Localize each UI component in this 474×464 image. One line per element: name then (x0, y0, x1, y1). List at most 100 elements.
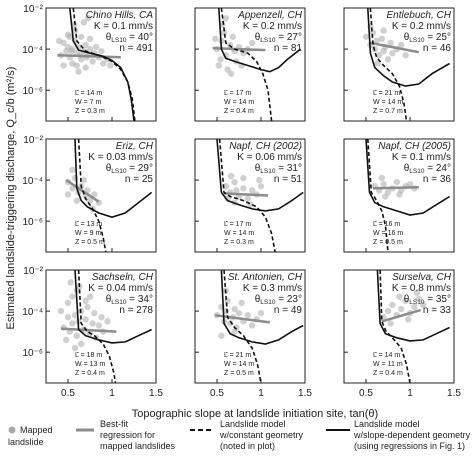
data-point (380, 181, 387, 188)
panel-plot-area (56, 8, 136, 121)
constant-geometry-line (218, 139, 276, 252)
geometry-Z: Z = 0.4 m (75, 370, 105, 377)
geometry-W: W = 14 m (224, 361, 254, 368)
constant-geometry-line (77, 270, 117, 383)
data-point (57, 307, 65, 315)
slope-dependent-line (365, 139, 451, 216)
data-point (92, 43, 100, 51)
data-point (389, 50, 396, 57)
data-point (378, 174, 386, 182)
site-name: Eriz, CH (116, 141, 154, 152)
hydraulic-conductivity: K = 0.2 mm/s (243, 21, 302, 32)
data-point (393, 178, 400, 186)
panel-1: 10⁻² 10⁻⁴ 10⁻⁶ Chino Hills, CAK = 0.1 mm/sθ… (22, 4, 157, 122)
data-point (73, 62, 81, 69)
data-point (70, 21, 78, 28)
data-point (104, 318, 111, 325)
friction-angle: θLS10 = 24° (404, 163, 451, 175)
site-name: St. Antonien, CH (228, 272, 303, 283)
panel-plot-area (216, 139, 304, 252)
data-point (398, 305, 405, 313)
data-point (217, 56, 224, 63)
data-point (215, 62, 222, 69)
geometry-L: L = 16 m (373, 221, 400, 228)
data-point (222, 15, 229, 22)
data-point (257, 309, 265, 317)
friction-angle: θLS10 = 27° (255, 32, 302, 44)
panel-plot-area (57, 270, 152, 383)
geometry-L: L = 13 m (75, 221, 102, 228)
sample-count: n = 46 (423, 43, 452, 54)
legend-slope-line2: w/slope-dependent geometry (353, 430, 471, 440)
constant-geometry-line (367, 139, 389, 252)
hydraulic-conductivity: K = 0.8 mm/s (392, 283, 451, 294)
data-point (80, 176, 88, 184)
y-tick-label: 10⁻² (23, 4, 43, 15)
data-point (387, 39, 394, 47)
data-point (73, 332, 81, 339)
constant-geometry-line (223, 270, 262, 383)
panel-frame (194, 7, 306, 122)
data-point (80, 19, 88, 26)
panel-plot-area (362, 8, 451, 121)
data-point (69, 320, 76, 327)
geometry-L: L = 17 m (224, 90, 251, 97)
slope-dependent-line (216, 139, 304, 212)
data-point (380, 27, 387, 34)
panel-plot-area (213, 270, 304, 383)
geometry-Z: Z = 0.3 m (75, 108, 105, 115)
y-tick-label: 10⁻⁶ (22, 217, 43, 228)
data-point (249, 322, 256, 329)
legend-constant-line3: (noted in plot) (220, 441, 275, 451)
panel-frame (194, 269, 306, 384)
data-point (64, 191, 72, 198)
y-tick-label: 10⁻² (23, 266, 43, 277)
geometry-L: L = 21 m (373, 90, 400, 97)
data-point (384, 56, 392, 63)
hydraulic-conductivity: K = 0.04 mm/s (88, 283, 153, 294)
data-point (82, 41, 89, 49)
geometry-L: L = 14 m (75, 90, 102, 97)
x-tick-label: 1 (258, 388, 264, 399)
panel-frame (45, 138, 157, 253)
y-tick-label: 10⁻⁴ (22, 176, 43, 187)
data-point (413, 289, 421, 296)
slope-dependent-line (376, 270, 450, 342)
constant-geometry-line (369, 8, 408, 121)
y-axis-label: Estimated landslide-triggering discharge… (5, 67, 17, 330)
geometry-Z: Z = 0.3 m (224, 239, 254, 246)
slope-dependent-line (74, 139, 153, 218)
hydraulic-conductivity: K = 0.3 mm/s (243, 283, 302, 294)
sample-count: n = 36 (423, 174, 452, 185)
slope-dependent-line (74, 270, 152, 344)
data-point (406, 181, 414, 188)
data-point (69, 293, 76, 300)
data-point (389, 301, 396, 309)
geometry-Z: Z = 0.4 m (373, 370, 403, 377)
sample-count: n = 33 (423, 305, 452, 316)
friction-angle: θLS10 = 40° (106, 32, 153, 44)
data-point (60, 62, 67, 69)
sample-count: n = 278 (119, 305, 153, 316)
geometry-W: W = 16 m (373, 230, 403, 237)
geometry-W: W = 14 m (373, 99, 403, 106)
data-point (64, 299, 72, 307)
data-point (78, 33, 85, 40)
panel-frame (45, 269, 157, 384)
sample-count: n = 81 (274, 43, 303, 54)
data-point (107, 62, 114, 69)
panel-plot-area (365, 139, 451, 252)
data-point (240, 185, 247, 192)
slope-dependent-line (69, 8, 135, 121)
data-point (56, 37, 63, 45)
friction-angle: θLS10 = 23° (255, 294, 302, 306)
data-point (64, 314, 72, 321)
data-point (227, 172, 235, 180)
bestfit-line (57, 54, 121, 59)
data-point (405, 316, 412, 323)
panel-frame (194, 138, 306, 253)
data-point (75, 68, 82, 75)
data-point (224, 195, 231, 202)
